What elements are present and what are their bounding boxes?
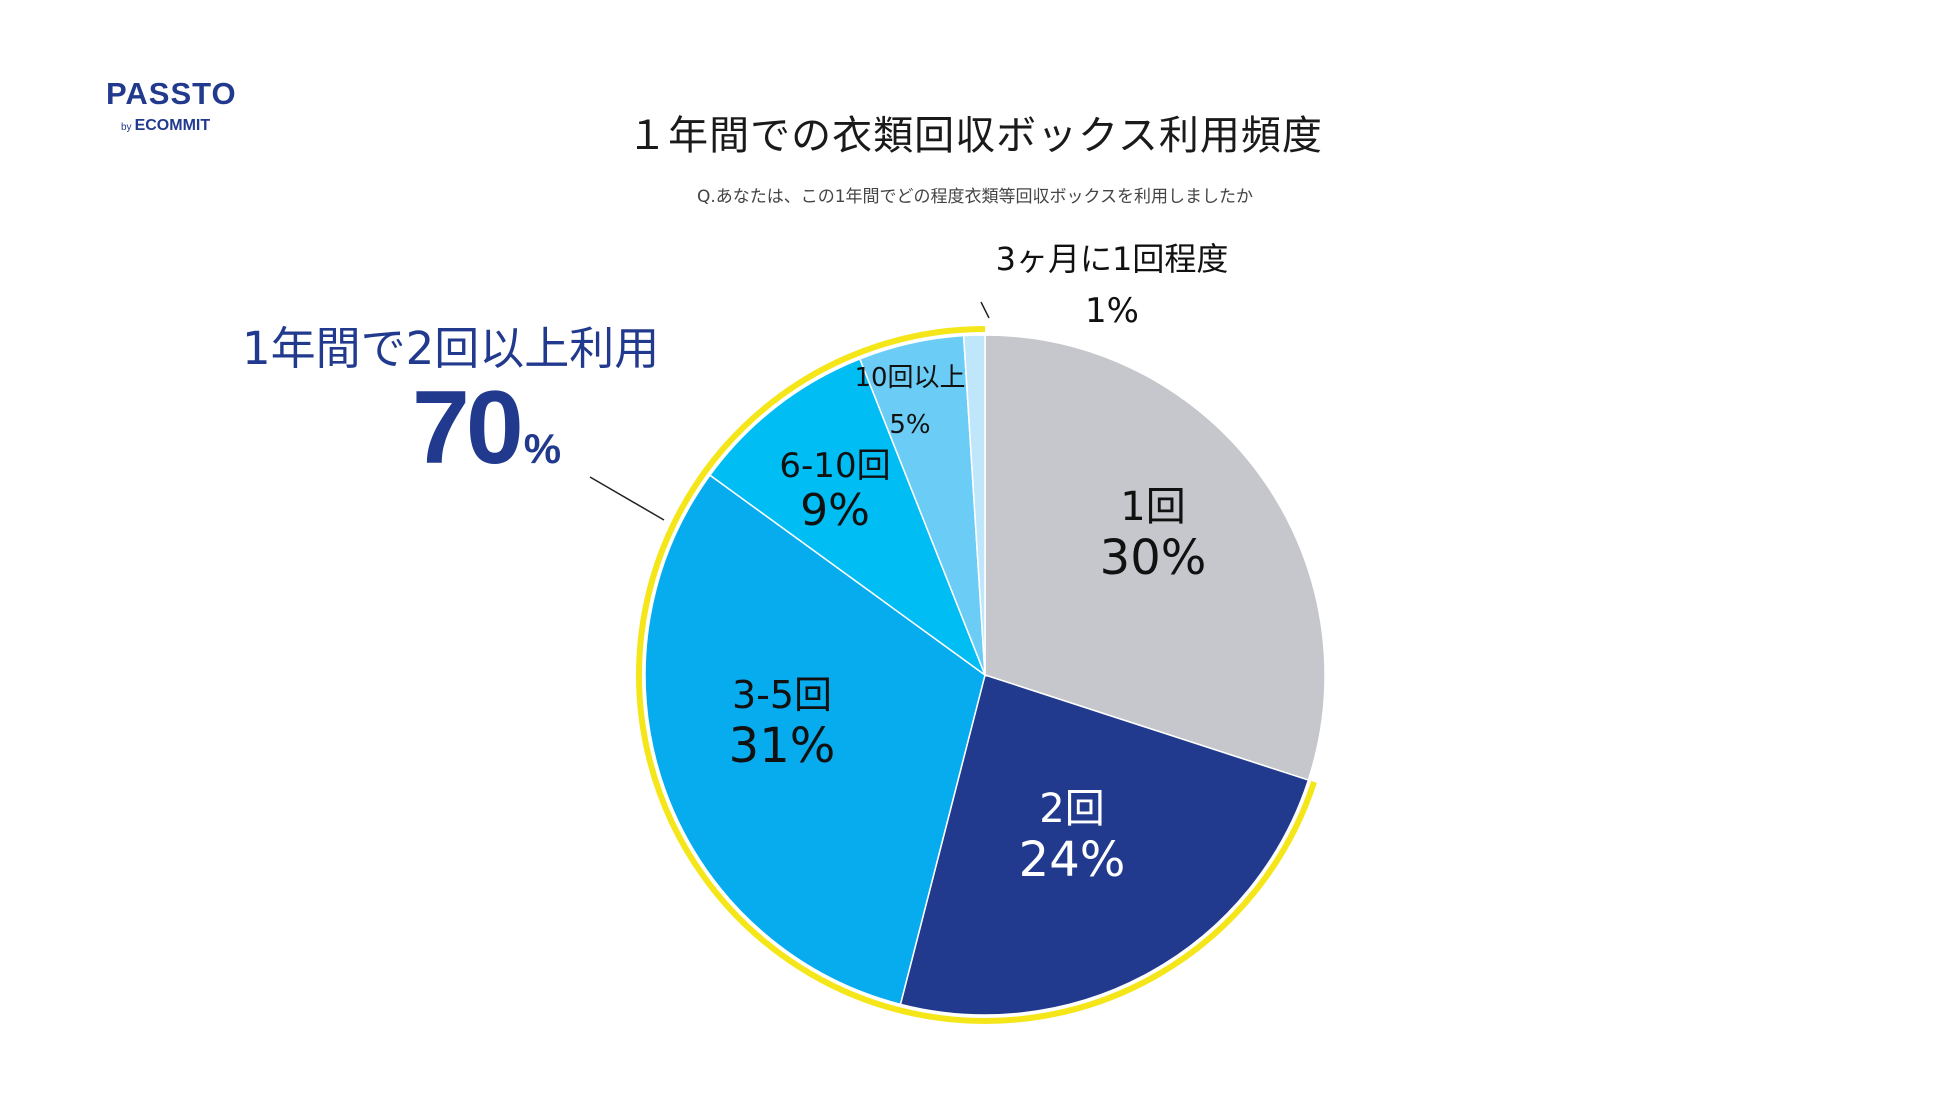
pie-slice-2: [899, 674, 1310, 1016]
slice-value-5: 5%: [889, 410, 930, 440]
logo-company: ECOMMIT: [134, 117, 211, 134]
callout-label: 1年間で2回以上利用: [242, 322, 660, 375]
leader-lines: [589, 301, 990, 521]
pie-slice-6: [962, 334, 986, 676]
chart-title: １年間での衣類回収ボックス利用頻度: [627, 113, 1323, 159]
pie-slice-1: [984, 334, 1326, 782]
highlight-arc: [636, 326, 1317, 1024]
logo-ecommit: by ECOMMIT: [121, 117, 210, 135]
slice-label-2: 2回: [1039, 786, 1104, 832]
slice-value-4: 9%: [800, 485, 870, 536]
highlight-arc-layer: [636, 326, 1317, 1024]
slice-value-1: 30%: [1100, 530, 1207, 586]
pie-slice-4: [708, 357, 987, 678]
slice-label-4: 6-10回: [779, 446, 890, 486]
pie-slices: [644, 334, 1326, 1016]
callout-unit: %: [523, 425, 562, 472]
callout-leader-line: [589, 476, 665, 521]
logo-by: by: [121, 122, 132, 133]
survey-question: Q.あなたは、この1年間でどの程度衣類等回収ボックスを利用しましたか: [696, 187, 1254, 207]
callout-value: 70%: [412, 376, 561, 480]
small-slice-leader-line: [980, 301, 990, 319]
slice-value-3: 31%: [729, 718, 836, 774]
callout-number: 70: [412, 370, 524, 486]
pie-slice-3: [644, 474, 986, 1006]
logo-passto: PASSTO: [106, 76, 237, 111]
slice-value-6: 1%: [1085, 291, 1139, 331]
slice-label-1: 1回: [1120, 484, 1185, 530]
slice-value-2: 24%: [1019, 832, 1126, 888]
slice-label-6: 3ヶ月に1回程度: [996, 240, 1229, 278]
slice-label-5: 10回以上: [854, 363, 965, 393]
slice-label-3: 3-5回: [732, 673, 832, 717]
